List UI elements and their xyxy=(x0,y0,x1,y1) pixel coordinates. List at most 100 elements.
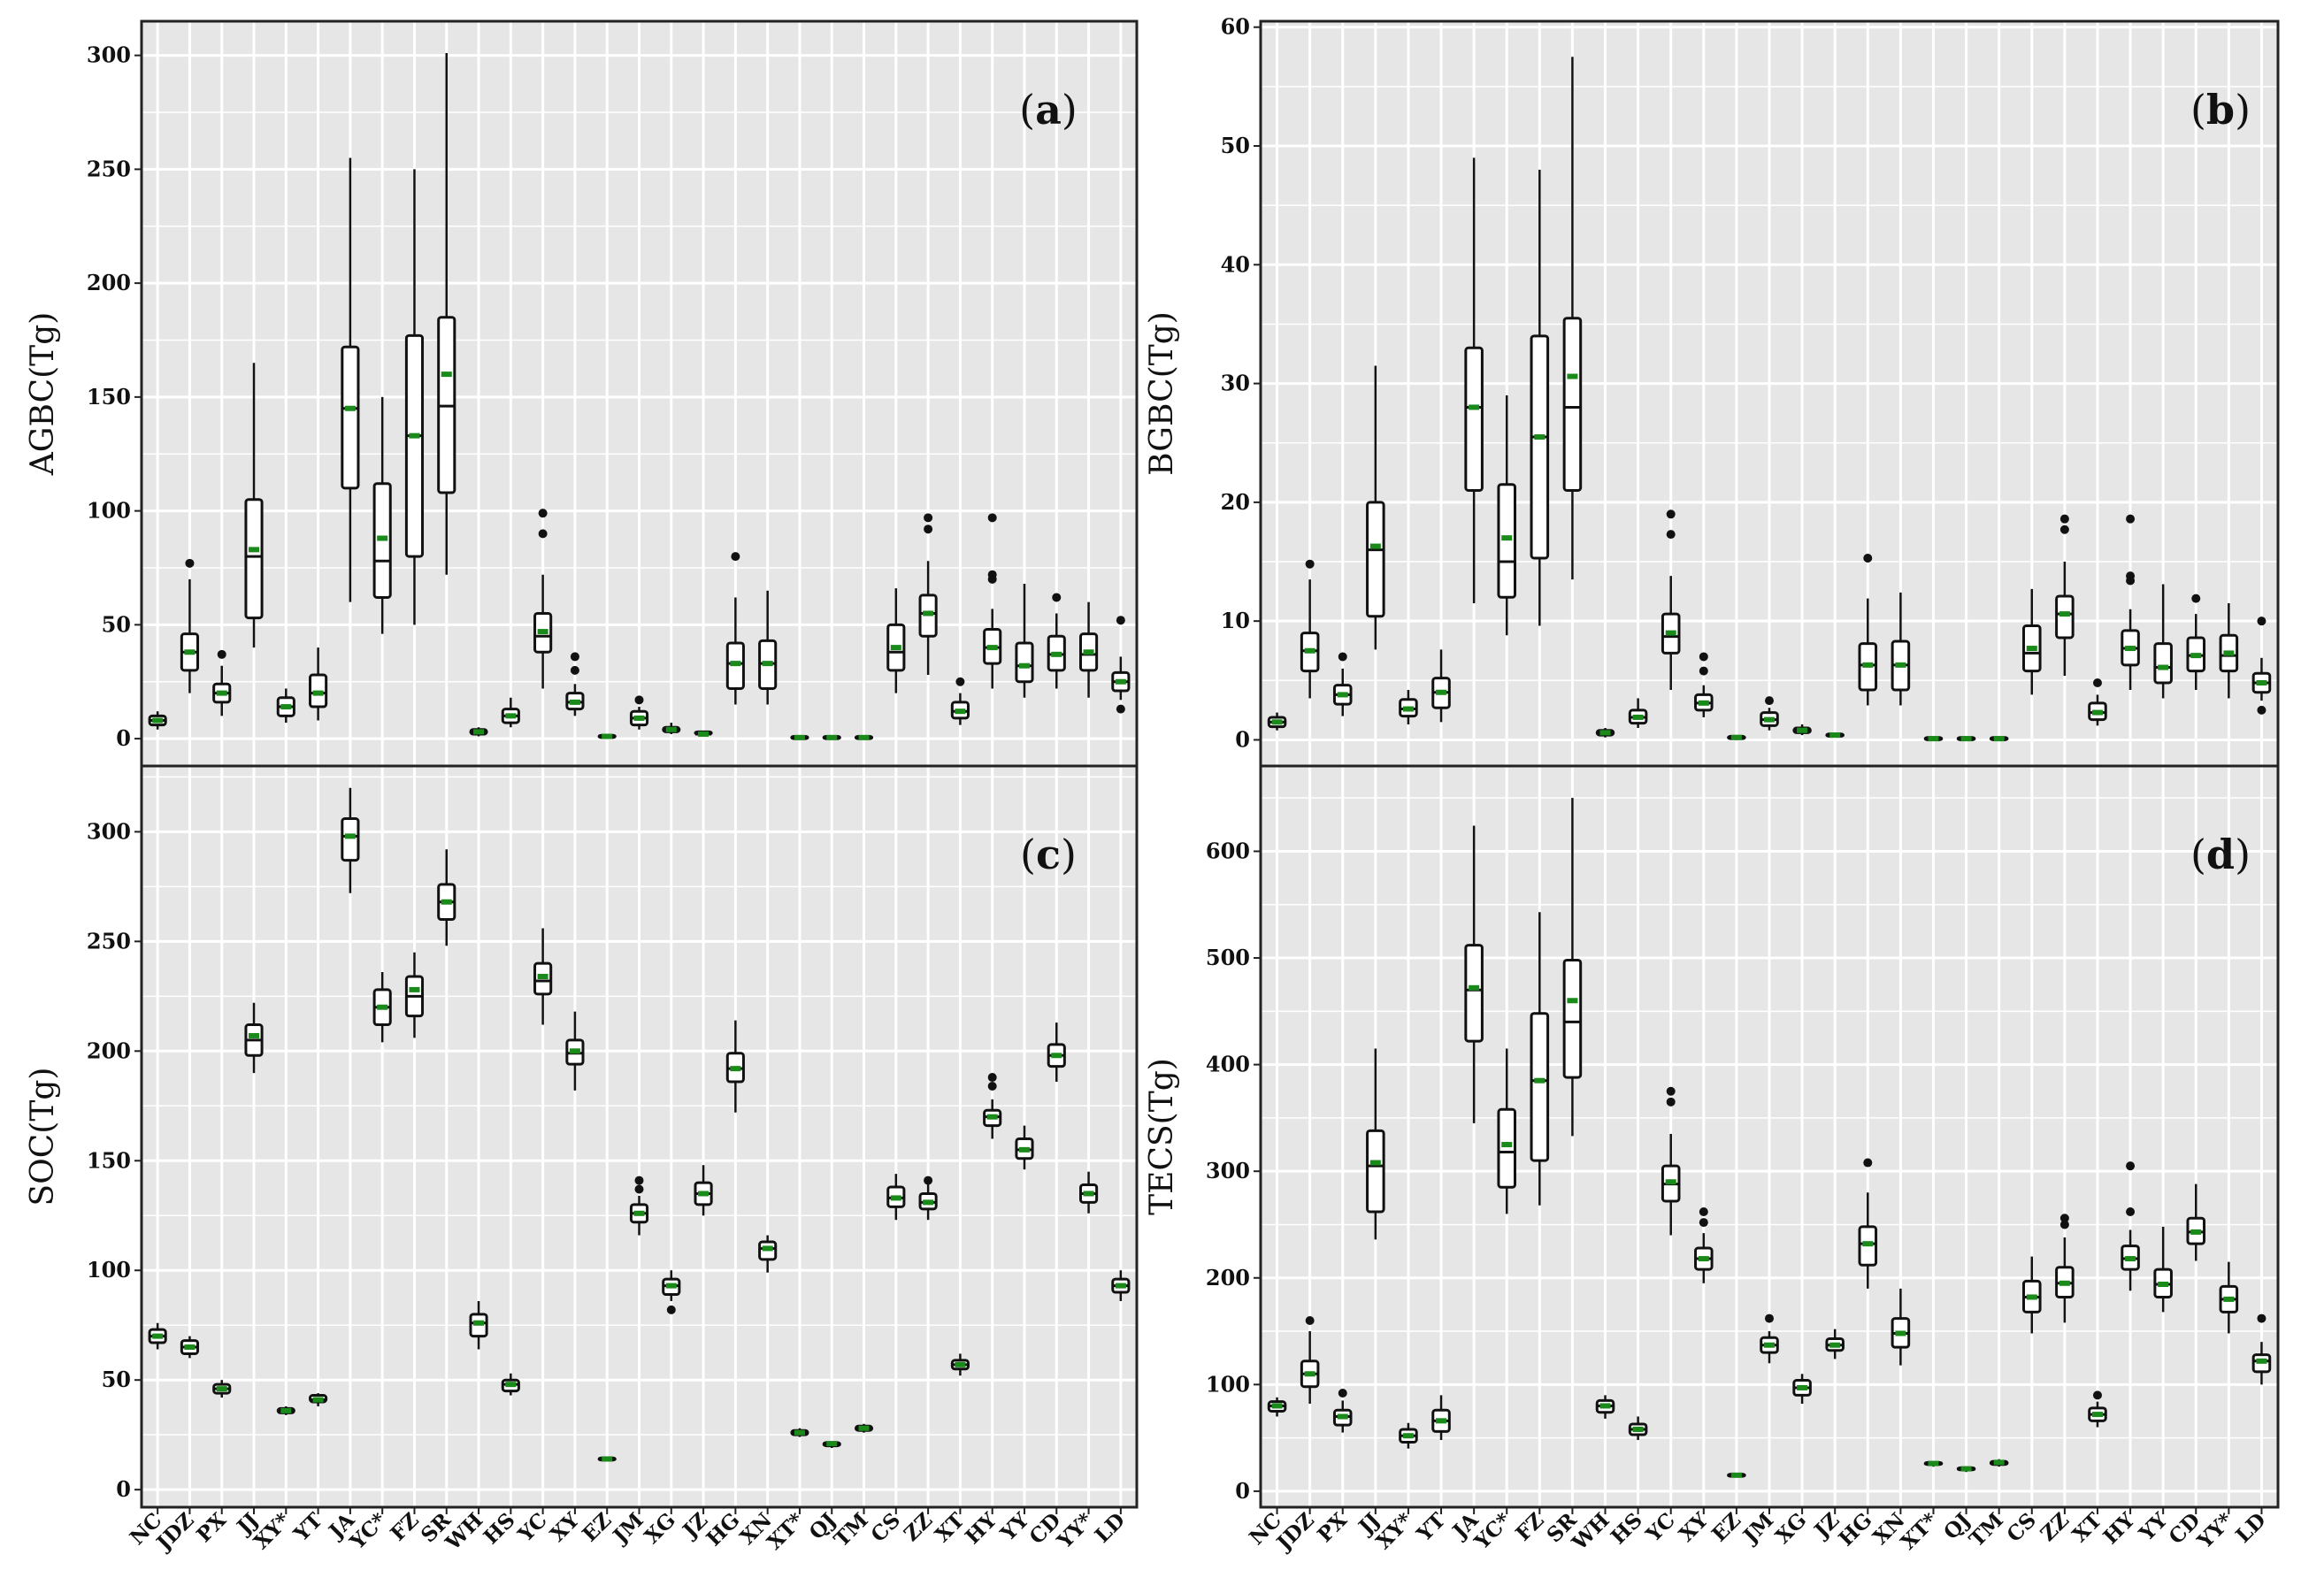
box-CD xyxy=(1047,1022,1066,1083)
box-iqr xyxy=(1562,317,1583,492)
mean-marker xyxy=(280,1407,292,1413)
mean-marker xyxy=(633,715,645,721)
x-tick-label: YC* xyxy=(1469,1508,1516,1555)
box-YC* xyxy=(372,972,392,1043)
box-YY* xyxy=(2219,603,2239,699)
mean-marker xyxy=(1567,998,1578,1004)
x-tick-label: JM xyxy=(1737,1508,1778,1549)
x-tick-label: YT xyxy=(288,1508,327,1547)
outlier-point xyxy=(1765,1313,1774,1323)
mean-marker xyxy=(2223,650,2235,656)
box-SR xyxy=(1562,57,1583,580)
x-tick-label: XY* xyxy=(249,1508,295,1554)
box-HY xyxy=(983,513,1002,689)
x-tick-label: YT xyxy=(1412,1508,1451,1547)
mean-marker xyxy=(2190,653,2202,659)
y-tick-label: 300 xyxy=(1206,1158,1250,1183)
panel-border xyxy=(1259,764,2280,1509)
box-iqr xyxy=(1530,1012,1550,1162)
box-QJ xyxy=(822,1441,841,1449)
mean-marker xyxy=(1083,1191,1094,1197)
box-PX xyxy=(212,649,232,716)
x-tick-label: YC xyxy=(513,1508,552,1547)
box-ZZ xyxy=(2055,514,2075,676)
x-tick-label: YC xyxy=(1641,1508,1680,1547)
box-LD xyxy=(1111,1270,1131,1301)
mean-marker xyxy=(505,1382,517,1388)
box-JA xyxy=(1464,825,1484,1123)
box-NC xyxy=(148,711,167,730)
mean-marker xyxy=(1632,1426,1644,1432)
outlier-point xyxy=(1699,1218,1708,1228)
mean-marker xyxy=(280,704,292,710)
y-tick-label: 500 xyxy=(1206,945,1250,970)
box-XY xyxy=(565,652,585,716)
box-HS xyxy=(1628,1416,1648,1441)
mean-marker xyxy=(2158,664,2169,670)
mean-marker xyxy=(2125,646,2136,652)
mean-marker xyxy=(1271,1403,1283,1409)
outlier-point xyxy=(924,1176,933,1185)
mean-marker xyxy=(1018,662,1030,669)
y-tick-label: 300 xyxy=(87,818,131,844)
outlier-point xyxy=(217,649,226,659)
outlier-point xyxy=(634,1184,644,1194)
y-tick-label: 0 xyxy=(1235,726,1250,752)
outlier-point xyxy=(2126,571,2136,581)
box-YY* xyxy=(2219,1261,2239,1334)
outlier-point xyxy=(924,525,933,534)
box-iqr xyxy=(2153,642,2173,685)
box-EZ xyxy=(1727,734,1746,740)
mean-marker xyxy=(377,1004,388,1010)
mean-marker xyxy=(794,734,805,740)
outlier-point xyxy=(2257,617,2266,626)
box-iqr xyxy=(341,345,360,490)
outlier-point xyxy=(1305,559,1315,569)
outlier-point xyxy=(2092,678,2102,687)
y-tick-label: 100 xyxy=(87,498,131,524)
box-WH xyxy=(469,1300,488,1350)
x-tick-label: HY xyxy=(2098,1508,2139,1549)
mean-marker xyxy=(858,1425,870,1431)
panel-border xyxy=(140,764,1139,1509)
mean-marker xyxy=(698,731,709,737)
outlier-point xyxy=(1305,1315,1315,1325)
mean-marker xyxy=(473,1320,485,1326)
box-EZ xyxy=(1727,1472,1746,1478)
box-JJ xyxy=(1366,1048,1385,1240)
box-HS xyxy=(1628,698,1648,729)
y-tick-label: 30 xyxy=(1221,371,1250,396)
box-iqr xyxy=(1366,1129,1385,1214)
outlier-point xyxy=(570,665,579,675)
box-YT xyxy=(1431,1395,1451,1441)
box-NC xyxy=(1267,1397,1287,1417)
outlier-point xyxy=(2059,514,2069,524)
outlier-point xyxy=(666,1305,676,1314)
box-NC xyxy=(148,1322,167,1350)
mean-marker xyxy=(537,629,548,635)
mean-marker xyxy=(2256,1358,2267,1364)
mean-marker xyxy=(1960,736,1972,742)
box-CS xyxy=(2022,588,2042,695)
mean-marker xyxy=(409,433,420,439)
mean-marker xyxy=(216,1386,227,1392)
box-CD xyxy=(2186,1183,2206,1261)
y-axis-label: AGBC(Tg) xyxy=(25,312,61,477)
box-iqr xyxy=(1464,944,1484,1043)
mean-marker xyxy=(2059,611,2070,617)
mean-marker xyxy=(1402,706,1414,712)
box-JM xyxy=(629,1176,649,1236)
box-PX xyxy=(1332,652,1353,716)
y-tick-label: 200 xyxy=(1206,1265,1250,1290)
mean-marker xyxy=(1337,1413,1348,1420)
y-axis-label: TECS(Tg) xyxy=(1144,1058,1180,1215)
outlier-point xyxy=(185,558,195,568)
y-tick-label: 200 xyxy=(87,270,131,295)
mean-marker xyxy=(1862,662,1874,668)
mean-marker xyxy=(986,1114,998,1120)
x-tick-label: ZZ xyxy=(900,1508,938,1546)
mean-marker xyxy=(762,661,773,667)
y-tick-label: 50 xyxy=(102,1367,131,1392)
box-XN xyxy=(758,590,778,705)
